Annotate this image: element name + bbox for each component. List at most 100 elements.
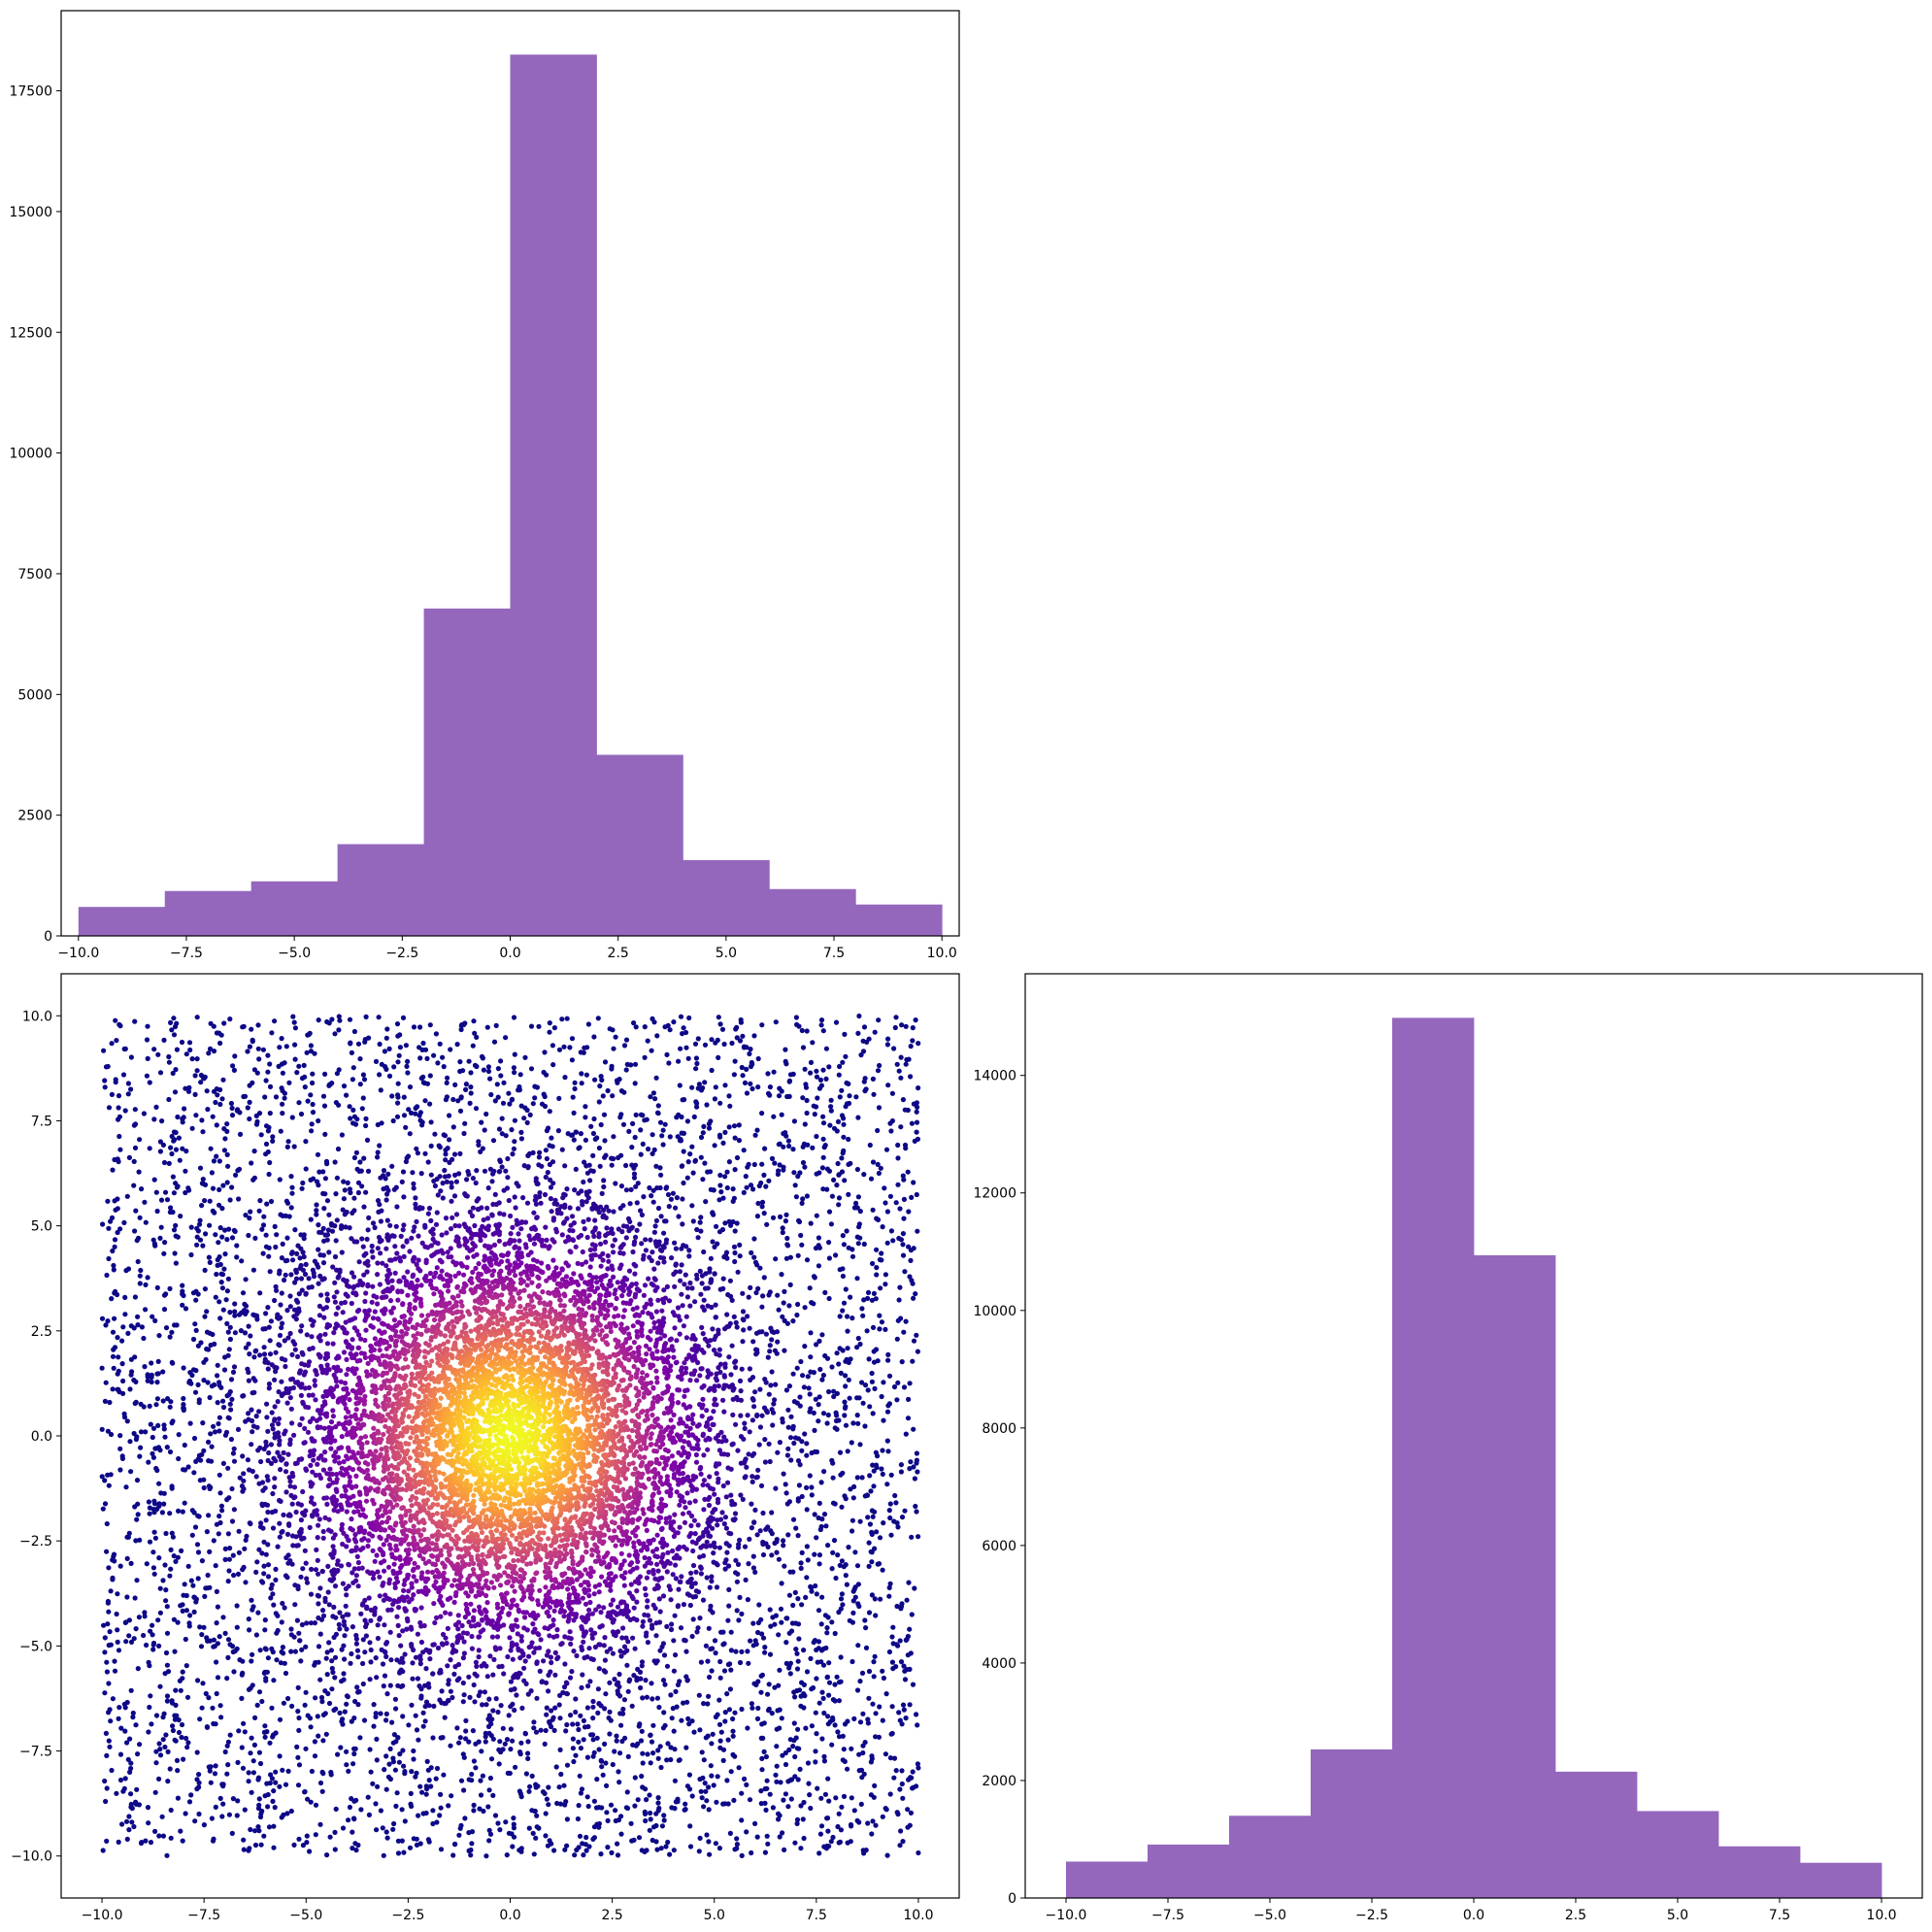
scatter-point (352, 1121, 359, 1127)
scatter-point (828, 1108, 834, 1114)
scatter-point (316, 1183, 321, 1188)
scatter-point (252, 1378, 258, 1383)
scatter-point (485, 1804, 491, 1810)
scatter-point (270, 1525, 277, 1531)
scatter-point (886, 1593, 892, 1599)
scatter-point (693, 1588, 699, 1594)
scatter-point (316, 1017, 321, 1023)
scatter-point (853, 1200, 859, 1206)
scatter-point (348, 1660, 353, 1666)
scatter-point (604, 1810, 610, 1815)
scatter-point (195, 1382, 201, 1387)
scatter-point (683, 1745, 689, 1750)
scatter-point (521, 1678, 527, 1683)
scatter-point (605, 1845, 611, 1850)
scatter-point (214, 1271, 219, 1278)
scatter-point (704, 1102, 710, 1108)
scatter-point (100, 1506, 106, 1512)
scatter-point (707, 1851, 713, 1857)
scatter-point (682, 1282, 687, 1287)
scatter-point (555, 1128, 562, 1134)
scatter-point (764, 1778, 770, 1783)
scatter-point (835, 1552, 841, 1558)
scatter-point (579, 1081, 584, 1086)
scatter-point (124, 1555, 130, 1561)
scatter-point (642, 1117, 648, 1123)
scatter-point (293, 1269, 299, 1276)
scatter-point (585, 1021, 592, 1027)
scatter-point (219, 1206, 225, 1212)
scatter-point (268, 1198, 275, 1205)
scatter-point (214, 1620, 219, 1626)
scatter-point (757, 1528, 763, 1534)
scatter-point (684, 1591, 691, 1597)
scatter-point (845, 1314, 850, 1319)
scatter-point (633, 1183, 639, 1189)
scatter-point (181, 1756, 186, 1762)
scatter-point (110, 1386, 116, 1392)
scatter-point (744, 1090, 750, 1096)
scatter-point (877, 1062, 883, 1069)
scatter-point (356, 1259, 362, 1265)
scatter-point (277, 1783, 283, 1789)
scatter-point (505, 1175, 511, 1181)
scatter-point (235, 1426, 242, 1432)
scatter-point (383, 1786, 389, 1792)
scatter-point (812, 1551, 817, 1557)
scatter-point (404, 1063, 410, 1069)
scatter-point (760, 1539, 766, 1546)
scatter-point (322, 1176, 328, 1182)
scatter-point (635, 1181, 641, 1186)
scatter-point (114, 1291, 120, 1298)
scatter-point (870, 1260, 876, 1267)
scatter-point (427, 1073, 433, 1079)
scatter-point (279, 1036, 284, 1042)
scatter-point (116, 1093, 122, 1099)
scatter-point (632, 1646, 638, 1651)
scatter-point (113, 1017, 118, 1023)
scatter-point (911, 1464, 916, 1470)
scatter-point (156, 1833, 162, 1839)
scatter-point (614, 1738, 619, 1744)
scatter-point (350, 1829, 355, 1835)
scatter-point (326, 1249, 332, 1255)
scatter-point (209, 1444, 215, 1449)
scatter-point (232, 1301, 238, 1307)
scatter-point (497, 1827, 503, 1833)
scatter-point (525, 1165, 531, 1171)
scatter-point (770, 1615, 776, 1620)
histogram-bar (250, 881, 339, 936)
scatter-point (162, 1744, 168, 1750)
scatter-point (695, 1625, 701, 1631)
scatter-point (897, 1786, 903, 1792)
scatter-point (288, 1808, 294, 1815)
scatter-point (833, 1417, 840, 1424)
scatter-point (191, 1435, 198, 1442)
scatter-point (255, 1775, 262, 1781)
scatter-point (201, 1378, 207, 1383)
scatter-point (277, 1045, 283, 1050)
scatter-point (854, 1687, 861, 1693)
scatter-point (277, 1332, 283, 1339)
scatter-point (428, 1217, 434, 1223)
scatter-point (712, 1244, 717, 1249)
scatter-point (141, 1632, 147, 1639)
scatter-point (563, 1799, 569, 1805)
scatter-point (217, 1703, 223, 1709)
scatter-point (689, 1633, 695, 1640)
scatter-point (194, 1015, 200, 1020)
scatter-point (433, 1776, 439, 1782)
scatter-point (119, 1455, 125, 1461)
scatter-point (133, 1399, 139, 1405)
scatter-point (332, 1159, 338, 1165)
scatter-point (842, 1399, 848, 1405)
scatter-point (259, 1698, 265, 1705)
scatter-point (730, 1733, 736, 1739)
scatter-point (884, 1209, 891, 1215)
scatter-point (291, 1634, 297, 1640)
scatter-point (102, 1084, 108, 1090)
scatter-point (486, 1787, 492, 1793)
scatter-point (375, 1149, 381, 1155)
scatter-point (363, 1116, 369, 1121)
scatter-point (577, 1773, 583, 1779)
